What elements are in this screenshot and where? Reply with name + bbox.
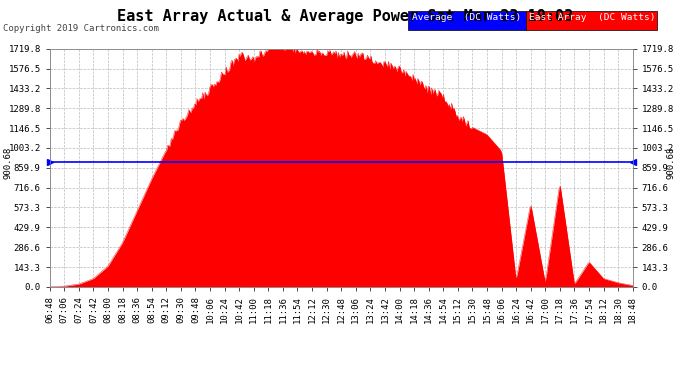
Text: East Array Actual & Average Power Sat Mar 23 19:03: East Array Actual & Average Power Sat Ma… bbox=[117, 9, 573, 24]
Text: 900.68: 900.68 bbox=[3, 147, 12, 179]
Text: Copyright 2019 Cartronics.com: Copyright 2019 Cartronics.com bbox=[3, 24, 159, 33]
Text: 900.68: 900.68 bbox=[666, 147, 675, 179]
Text: East Array  (DC Watts): East Array (DC Watts) bbox=[529, 13, 656, 22]
Text: Average  (DC Watts): Average (DC Watts) bbox=[412, 13, 521, 22]
